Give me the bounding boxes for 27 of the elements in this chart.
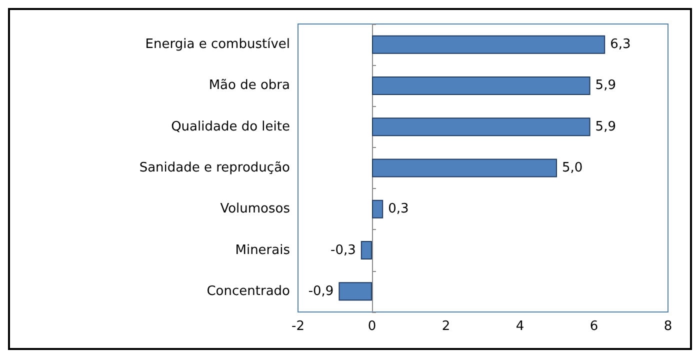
bar <box>338 282 372 301</box>
data-label: -0,3 <box>330 242 356 258</box>
x-tick-label: -2 <box>292 319 304 334</box>
y-tick-label: Energia e combustível <box>145 37 290 52</box>
x-tick-label: 4 <box>516 319 524 334</box>
bar <box>372 158 557 178</box>
y-tick-label: Volumosos <box>220 202 290 217</box>
y-tick-label: Mão de obra <box>208 78 290 94</box>
y-tick-label: Qualidade do leite <box>171 119 290 134</box>
data-label: 5,9 <box>595 119 616 134</box>
y-tick-label: Sanidade e reprodução <box>139 160 290 176</box>
x-tick-label: 0 <box>368 319 376 334</box>
y-tick-label: Concentrado <box>206 284 290 299</box>
data-label: 0,3 <box>388 202 409 217</box>
bar <box>360 241 372 260</box>
x-tick-label: 6 <box>590 319 598 334</box>
bar <box>372 118 590 136</box>
x-tick-label: 2 <box>442 319 450 334</box>
bar <box>372 76 590 95</box>
data-label: -0,9 <box>308 284 334 299</box>
data-label: 6,3 <box>610 37 631 52</box>
bar <box>372 200 384 218</box>
x-tick-label: 8 <box>664 319 672 334</box>
bar <box>372 35 606 54</box>
y-tick-label: Minerais <box>235 242 290 258</box>
data-label: 5,9 <box>595 78 616 94</box>
data-label: 5,0 <box>562 160 583 176</box>
